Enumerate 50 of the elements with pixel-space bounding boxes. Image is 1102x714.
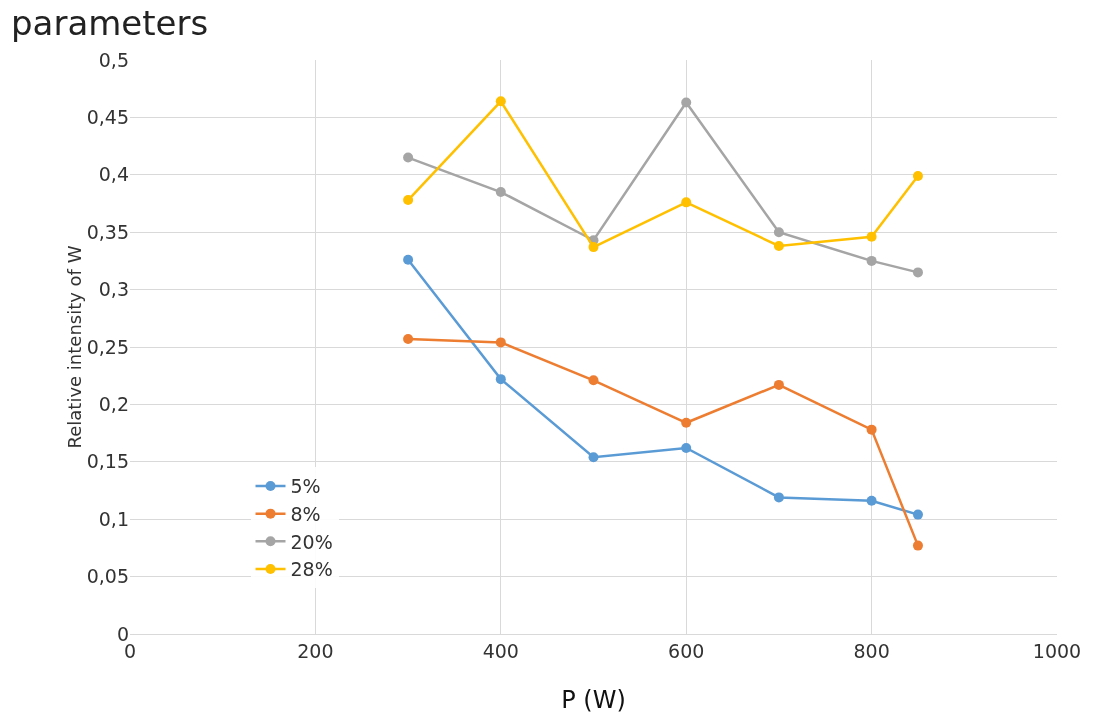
point xyxy=(681,443,692,454)
point xyxy=(773,379,784,390)
point xyxy=(495,374,506,385)
point xyxy=(403,333,414,344)
point xyxy=(912,267,923,278)
point xyxy=(403,254,414,265)
legend-label: 5% xyxy=(290,475,321,498)
y-tick-label: 0 xyxy=(116,622,129,645)
point xyxy=(403,152,414,163)
point xyxy=(588,452,599,463)
y-tick-label: 0,2 xyxy=(98,393,129,416)
y-tick-label: 0,1 xyxy=(98,507,129,530)
point xyxy=(773,227,784,238)
point xyxy=(866,231,877,242)
point xyxy=(681,417,692,428)
y-tick-label: 0,45 xyxy=(86,106,129,129)
y-tick-label: 0,4 xyxy=(98,163,129,186)
x-tick-label: 1000 xyxy=(1032,639,1082,662)
legend-label: 8% xyxy=(290,503,321,526)
point xyxy=(912,509,923,520)
y-tick-label: 0,5 xyxy=(98,48,129,71)
x-axis-title: P (W) xyxy=(561,686,626,714)
y-tick-label: 0,15 xyxy=(86,450,129,473)
point xyxy=(773,492,784,503)
legend-label: 20% xyxy=(290,530,333,553)
chart-title: parameters xyxy=(11,2,209,43)
point xyxy=(403,195,414,206)
x-tick-label: 400 xyxy=(482,639,519,662)
x-tick-label: 600 xyxy=(668,639,705,662)
x-tick-label: 800 xyxy=(853,639,890,662)
point xyxy=(495,337,506,348)
point xyxy=(912,540,923,551)
point xyxy=(912,170,923,181)
x-tick-label: 200 xyxy=(297,639,334,662)
point xyxy=(681,197,692,208)
point xyxy=(588,242,599,253)
y-tick-label: 0,35 xyxy=(86,220,129,243)
point xyxy=(588,375,599,386)
point xyxy=(866,495,877,506)
legend-label: 28% xyxy=(290,558,333,581)
y-tick-label: 0,3 xyxy=(98,278,129,301)
point xyxy=(495,187,506,198)
point xyxy=(495,96,506,107)
point xyxy=(773,240,784,251)
y-axis-title: Relative intensity of W xyxy=(63,245,85,449)
point xyxy=(866,255,877,266)
point xyxy=(681,97,692,108)
y-tick-label: 0,05 xyxy=(86,565,129,588)
y-tick-label: 0,25 xyxy=(86,335,129,358)
point xyxy=(866,424,877,435)
